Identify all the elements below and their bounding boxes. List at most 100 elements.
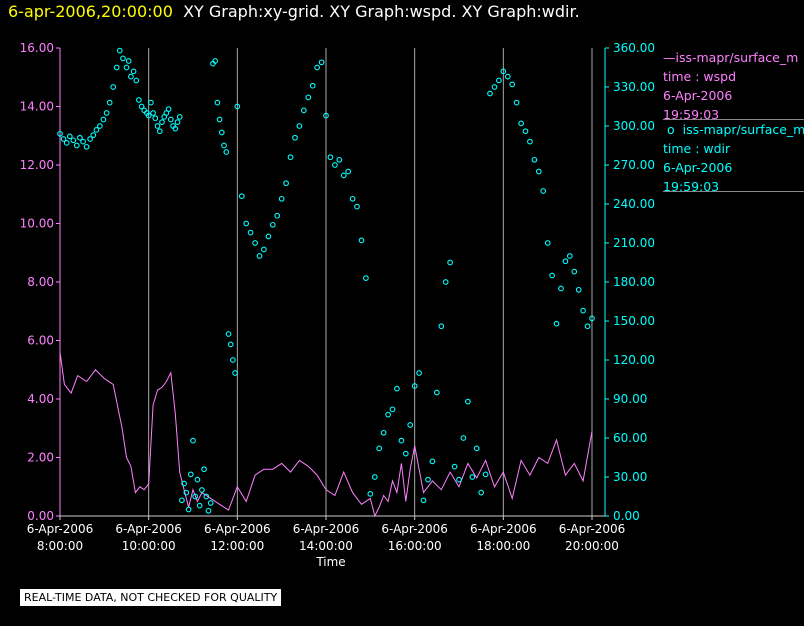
wdir-point (522, 128, 529, 135)
wdir-point (314, 64, 320, 71)
wdir-point (234, 103, 241, 110)
wdir-point (218, 129, 225, 136)
y-right-tick-label: 210.00 (613, 236, 655, 250)
wdir-point (447, 259, 453, 266)
wdir-point (558, 285, 564, 292)
wdir-point (478, 489, 485, 496)
wdir-point (354, 203, 360, 210)
y-right-tick-label: 270.00 (613, 158, 655, 172)
wdir-point (535, 168, 542, 175)
legend-divider (663, 191, 804, 192)
y-right-tick-label: 90.00 (613, 392, 647, 406)
wdir-point (496, 77, 502, 84)
wdir-point (174, 119, 181, 125)
wdir-point (183, 489, 190, 496)
x-tick-time: 8:00:00 (37, 539, 83, 553)
wdir-point (371, 474, 378, 480)
wdir-point (292, 134, 298, 141)
series-wdir (57, 47, 595, 514)
y-right-tick-label: 60.00 (613, 431, 647, 445)
wdir-point (376, 445, 383, 452)
y-left-tick-label: 6.00 (27, 334, 54, 348)
wdir-point (136, 97, 142, 103)
wdir-point (429, 458, 436, 465)
wdir-point (185, 506, 192, 513)
wdir-point (148, 99, 154, 106)
x-axis-label: Time (315, 555, 345, 569)
wdir-point (380, 429, 387, 436)
wdir-point (167, 116, 174, 123)
wdir-point (97, 123, 103, 129)
wdir-point (287, 154, 294, 161)
x-tick-date: 6-Apr-2006 (381, 522, 448, 536)
wdir-point (544, 240, 551, 246)
wdir-point (531, 156, 538, 163)
wdir-point (120, 55, 126, 62)
wdir-point (113, 64, 120, 71)
wdir-point (482, 471, 489, 478)
wdir-point (309, 82, 316, 89)
wdir-point (223, 149, 230, 155)
wdir-point (442, 279, 449, 285)
wdir-point (225, 331, 232, 337)
y-right-tick-label: 240.00 (613, 197, 655, 211)
wdir-point (256, 253, 263, 259)
y-right-tick-label: 180.00 (613, 275, 655, 289)
wdir-point (394, 385, 400, 392)
wdir-point (274, 212, 281, 219)
wdir-point (584, 323, 591, 330)
wdir-point (358, 237, 365, 244)
legend-wspd-date: 6-Apr-2006 (663, 88, 733, 103)
wdir-point (238, 193, 245, 200)
wdir-point (278, 195, 285, 202)
wdir-point (575, 286, 582, 293)
wdir-point (201, 466, 207, 473)
wdir-point (340, 172, 347, 179)
wdir-point (433, 389, 440, 396)
wdir-point (349, 195, 356, 202)
wdir-point (80, 138, 86, 145)
wdir-point (332, 162, 338, 168)
wdir-point (473, 445, 480, 452)
wdir-point (216, 116, 223, 123)
wdir-point (199, 487, 205, 493)
wdir-point (336, 156, 343, 163)
y-left-tick-label: 8.00 (27, 275, 54, 289)
x-tick-time: 16:00:00 (388, 539, 442, 553)
x-tick-time: 14:00:00 (299, 539, 353, 553)
wdir-point (553, 320, 560, 327)
wdir-point (562, 258, 569, 265)
wdir-point (283, 180, 289, 187)
wdir-point (527, 138, 533, 145)
wdir-point (212, 58, 219, 64)
wdir-point (438, 323, 445, 330)
x-tick-date: 6-Apr-2006 (115, 522, 182, 536)
circle-marker-icon: o (666, 122, 675, 137)
wdir-point (192, 493, 199, 500)
legend-wdir-source: o iss-mapr/surface_m (666, 122, 804, 137)
legend-wspd-label: time : wspd (663, 69, 737, 84)
wdir-point (100, 116, 107, 123)
series-wspd (59, 352, 593, 518)
y-axis-left-ticks: 0.00 2.00 4.00 6.00 8.00 10.00 12.00 14.00 16.00 (20, 41, 60, 523)
graph-list: XY Graph:xy-grid. XY Graph:wspd. XY Grap… (183, 2, 580, 21)
wdir-point (504, 73, 511, 80)
wdir-point (152, 115, 159, 122)
wdir-point (83, 143, 90, 150)
wdir-point (123, 64, 130, 71)
wdir-point (487, 90, 493, 97)
wdir-point (367, 491, 374, 497)
wdir-point (411, 383, 418, 389)
wdir-point (549, 272, 555, 279)
wdir-point (580, 307, 586, 314)
header-title: 6-apr-2006,20:00:00 XY Graph:xy-grid. XY… (8, 2, 580, 21)
x-tick-date: 6-Apr-2006 (559, 522, 626, 536)
wdir-point (247, 229, 254, 236)
wdir-point (165, 106, 172, 112)
y-axis-right-ticks: 0.00 30.00 60.00 90.00 120.00 150.00 180.00 210… (605, 41, 655, 523)
wdir-point (269, 221, 276, 228)
wdir-point (207, 500, 214, 506)
quality-disclaimer: REAL-TIME DATA, NOT CHECKED FOR QUALITY (20, 589, 282, 606)
wdir-point (128, 73, 134, 80)
wdir-point (540, 188, 547, 194)
